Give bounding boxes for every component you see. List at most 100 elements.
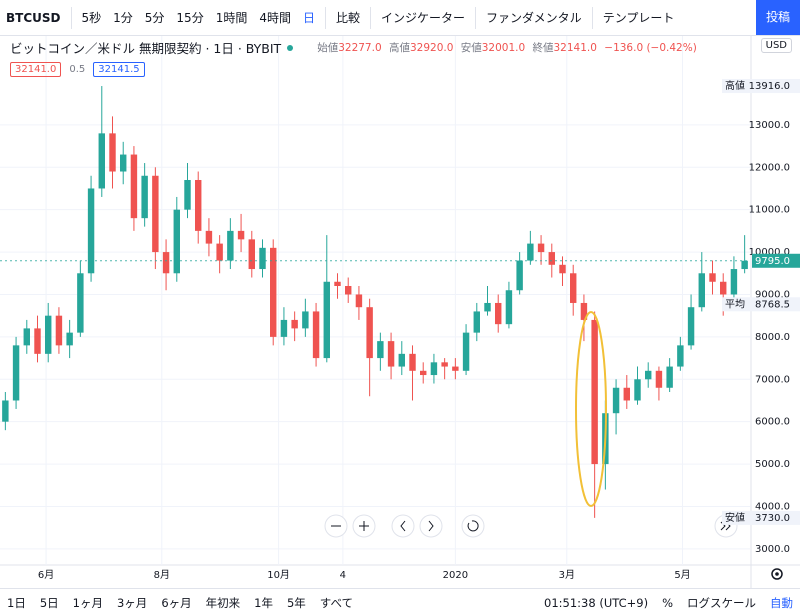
spread: 0.5 [69, 64, 86, 75]
bid[interactable]: 32141.0 [10, 62, 62, 77]
separator [591, 6, 593, 29]
candle-body [55, 315, 63, 346]
interval[interactable]: 4時間 [259, 11, 291, 25]
interval[interactable]: 15分 [176, 11, 204, 25]
candle-body [366, 307, 373, 359]
range[interactable]: 3ヶ月 [116, 595, 148, 610]
candle-body [87, 188, 95, 274]
candle-body [730, 269, 738, 295]
interval[interactable]: 1分 [113, 11, 133, 25]
symbol-title: ビットコイン／米ドル 無期限契約 · 1日 · BYBIT [10, 41, 282, 56]
interval[interactable]: 日 [302, 11, 315, 25]
separator [370, 6, 372, 29]
price-tag-name: 安値 [725, 511, 745, 524]
range[interactable]: 年初来 [205, 595, 241, 610]
range[interactable]: 1ヶ月 [72, 595, 103, 610]
icon [467, 520, 479, 532]
price-tag [752, 253, 800, 268]
candle-body [23, 328, 30, 346]
candle-body [355, 294, 363, 308]
candle-body [141, 175, 148, 219]
price-tag-label: 3730.0 [755, 513, 790, 524]
quote-boxes: 32141.0 0.5 32141.5 [10, 62, 145, 77]
reset[interactable] [461, 514, 485, 538]
chart: 3000.0 4000.0 5000.0 6000.0 7000.0 8000.0 9000… [0, 36, 800, 588]
candle-body [666, 366, 673, 388]
scroll-left[interactable] [391, 514, 415, 538]
candle-body [173, 209, 180, 274]
ohlc: 始値32277.0 高値32920.0 安値32001.0 終値32141.0 … [317, 40, 701, 55]
candle-body [516, 260, 523, 291]
interval[interactable]: 5秒 [81, 11, 102, 25]
percent-toggle[interactable]: % [662, 595, 673, 610]
ohlc-name: 終値 [532, 42, 554, 54]
range[interactable]: 1日 [7, 595, 26, 610]
y-tick-label: 7000.0 [755, 374, 790, 385]
legend: ビットコイン／米ドル 無期限契約 · 1日 · BYBIT 始値32277.0 … [10, 38, 701, 57]
scroll-right[interactable] [419, 514, 443, 538]
range[interactable]: 5年 [286, 595, 306, 610]
currency-select[interactable]: USD [760, 38, 792, 53]
x-tick-label: 5月 [674, 569, 690, 581]
ohlc-value: 32277.0 [338, 42, 382, 54]
gear-icon[interactable] [771, 568, 783, 580]
candle-body [195, 179, 202, 231]
icon [428, 520, 434, 532]
candle-body [98, 133, 105, 189]
candle-body [537, 243, 545, 253]
status-dot [287, 44, 294, 51]
range[interactable]: すべて [319, 595, 354, 610]
candle-body [334, 281, 341, 286]
candle-body [591, 319, 598, 465]
candle-body [345, 285, 352, 295]
compare[interactable]: 比較 [336, 11, 361, 25]
ask[interactable]: 32141.5 [93, 62, 145, 77]
y-tick-label: 10000.0 [749, 247, 790, 258]
symbol[interactable]: BTCUSD [6, 10, 61, 25]
range[interactable]: 1年 [254, 595, 273, 610]
separator [475, 6, 477, 29]
candle-body [580, 302, 588, 320]
candle-body [430, 362, 438, 376]
y-tick-label: 6000.0 [755, 417, 790, 428]
dot [287, 44, 294, 51]
candle-body [280, 319, 288, 337]
range[interactable]: 6ヶ月 [161, 595, 192, 610]
candle-body [66, 332, 73, 346]
candle-body [216, 243, 223, 261]
ohlc-value: 32001.0 [481, 42, 526, 54]
templates[interactable]: テンプレート [602, 11, 675, 25]
auto-toggle[interactable]: 自動 [770, 595, 793, 610]
fundamentals[interactable]: ファンダメンタル [486, 11, 582, 25]
candle-body [205, 230, 213, 244]
interval[interactable]: 5分 [144, 11, 165, 25]
log-toggle[interactable]: ログスケール [687, 595, 756, 610]
price-tag-label: 13916.0 [749, 81, 790, 92]
candle-body [34, 328, 41, 354]
bottom-toolbar: 1日 5日 1ヶ月 3ヶ月 6ヶ月 年初来 1年 5年 すべて 01:51:38… [0, 588, 800, 616]
settings[interactable] [771, 568, 783, 580]
candle-body [270, 247, 277, 337]
y-tick-label: 9000.0 [755, 289, 790, 300]
candle-body [559, 264, 566, 274]
ohlc-name: 始値 [317, 42, 339, 54]
nav-buttons[interactable] [324, 514, 738, 538]
indicators[interactable]: インジケーター [381, 11, 466, 25]
candle-body [2, 400, 9, 422]
ohlc-value: 32141.0 [553, 42, 597, 54]
candle-body [248, 239, 255, 270]
icon [359, 521, 369, 531]
candle-body [130, 154, 138, 219]
price-tag [722, 510, 800, 525]
candle-body [291, 319, 298, 329]
candle-body [398, 353, 405, 367]
range[interactable]: 5日 [39, 595, 59, 610]
publish-button[interactable]: 投稿 [755, 0, 800, 35]
candle-body [548, 252, 555, 265]
candle-body [720, 281, 727, 295]
x-tick-label: 4 [340, 570, 346, 581]
candle-body [227, 230, 234, 261]
candle-body [645, 370, 652, 380]
interval[interactable]: 1時間 [215, 11, 248, 25]
